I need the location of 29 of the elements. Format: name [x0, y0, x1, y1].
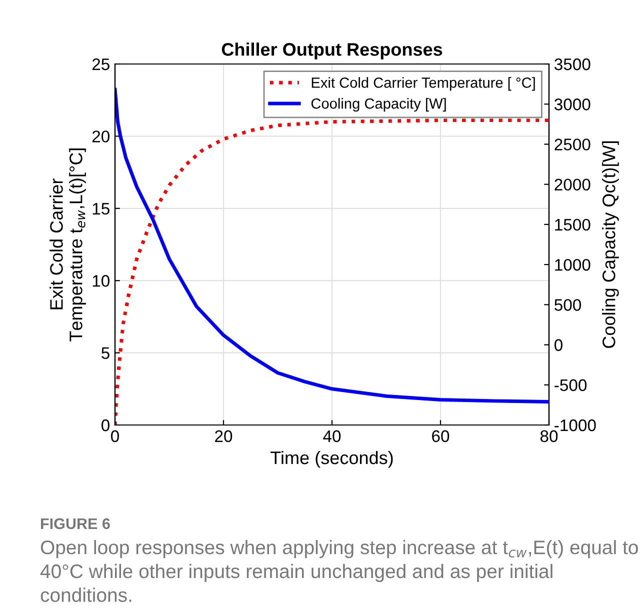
y2-tick-label: 500 — [554, 299, 582, 311]
y-tick-label: 25 — [92, 58, 110, 70]
y2-tick-label: 0 — [554, 339, 562, 351]
y2-tick-label: 3000 — [554, 98, 590, 110]
x-tick-label: 40 — [323, 430, 341, 442]
y-tick-label: 0 — [102, 419, 110, 432]
y2-tick-label: -500 — [554, 379, 587, 392]
caption: FIGURE 6 — [41, 518, 110, 530]
text: Open loop responses when applying step increase at t$_{cw}$,E(t) equal to 40°C while other inputs remain unchanged and as per initial conditions. — [40, 540, 638, 602]
y2-tick-label: -1000 — [554, 419, 596, 432]
y-tick-label: 20 — [92, 130, 110, 142]
y2-tick-label: 1000 — [555, 258, 590, 271]
legend-label: Exit Cold Carrier Temperature [ °C] — [312, 77, 535, 91]
chart-title: Chiller Output Responses — [222, 42, 442, 60]
y2-tick-label: 2000 — [554, 178, 590, 191]
y2-tick-label: 1500 — [555, 218, 590, 231]
x-tick-label: 20 — [215, 430, 232, 442]
y-tick-label: 5 — [102, 347, 110, 360]
y-tick-label: 15 — [92, 202, 110, 215]
y2-axis-title: Cooling Capacity Qc(t)[W] — [602, 141, 619, 348]
x-tick-label: 0 — [111, 430, 119, 442]
x-tick-label: 80 — [540, 430, 558, 442]
y2-tick-label: 3500 — [554, 58, 590, 70]
y2-tick-label: 2500 — [554, 138, 590, 150]
x-axis-title: Time (seconds) — [270, 450, 393, 468]
x-tick-label: 60 — [432, 430, 450, 442]
y-tick-label: 10 — [92, 275, 110, 287]
y-axis-title: Exit Cold Carrier Temperature t$_{ew}$,L(t)[°C] — [50, 148, 86, 342]
legend-label: Cooling Capacity [W] — [311, 98, 446, 112]
